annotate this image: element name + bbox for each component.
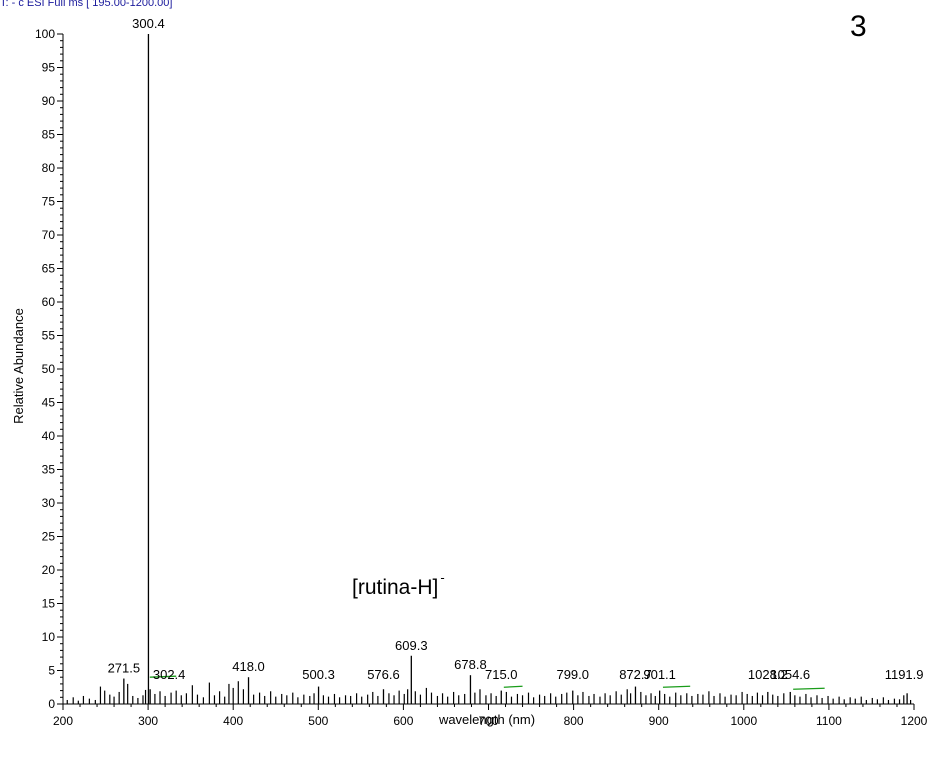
x-axis-label: wavelength (nm) — [438, 712, 535, 727]
peak-label: 418.0 — [232, 659, 265, 674]
y-tick-label: 100 — [35, 27, 55, 41]
y-tick-label: 75 — [42, 195, 56, 209]
y-tick-label: 40 — [42, 429, 56, 443]
y-tick-label: 10 — [42, 630, 56, 644]
x-tick-label: 700 — [478, 714, 498, 728]
peak-labels: 271.5 300.4 302.4 418.0 500.3 576.6 609.3 678.8… — [108, 16, 924, 682]
y-tick-label: 15 — [42, 597, 56, 611]
peak-label: 271.5 — [108, 661, 141, 676]
peak-label: 872.7 — [619, 667, 652, 682]
panel-number: 3 — [850, 10, 867, 43]
peak-label: 500.3 — [302, 667, 335, 682]
y-tick-label: 80 — [42, 161, 56, 175]
compound-label: [rutina-H] — [352, 576, 439, 599]
y-tick-label: 95 — [42, 61, 56, 75]
y-tick-label: 60 — [42, 295, 56, 309]
x-tick-label: 1100 — [816, 714, 842, 728]
y-tick-label: 85 — [42, 128, 56, 142]
x-tick-label: 600 — [393, 714, 413, 728]
peak-label: 576.6 — [367, 667, 400, 682]
y-tick-label: 50 — [42, 362, 56, 376]
y-tick-label: 20 — [42, 563, 56, 577]
y-tick-label: 35 — [42, 463, 56, 477]
y-tick-label: 45 — [42, 396, 56, 410]
x-tick-label: 500 — [308, 714, 328, 728]
baseline-marker — [503, 685, 523, 688]
x-tick-label: 900 — [649, 714, 669, 728]
baseline-markers — [149, 675, 825, 690]
x-tick-label: 1000 — [730, 714, 757, 728]
baseline-marker — [793, 687, 825, 690]
x-tick-label: 400 — [223, 714, 243, 728]
y-tick-label: 70 — [42, 228, 56, 242]
peak-label: 302.4 — [153, 667, 186, 682]
compound-charge: - — [440, 570, 445, 585]
peak-label: 1028.2 — [748, 667, 788, 682]
y-tick-label: 55 — [42, 329, 56, 343]
peak-label: 300.4 — [132, 16, 165, 31]
scan-filter-header: T: - c ESI Full ms [ 195.00-1200.00] — [0, 0, 173, 9]
compound-annotation: [rutina-H] - — [352, 570, 445, 600]
peak-label: 799.0 — [556, 667, 589, 682]
x-tick-label: 800 — [564, 714, 584, 728]
y-tick-label: 65 — [42, 262, 56, 276]
y-tick-label: 0 — [48, 697, 55, 711]
peak-label: 1054.6 — [770, 667, 810, 682]
chart-axes: 0 5 10 15 20 25 30 35 40 45 50 55 60 65 70 75 80 85 90 95 10… — [35, 27, 928, 728]
baseline-marker — [149, 675, 177, 678]
baseline-marker — [662, 685, 691, 688]
y-axis-label: Relative Abundance — [11, 308, 26, 424]
x-tick-label: 1200 — [901, 714, 928, 728]
peak-label: 1191.9 — [885, 667, 924, 682]
x-tick-label: 200 — [53, 714, 73, 728]
y-tick-label: 30 — [42, 496, 56, 510]
y-tick-label: 25 — [42, 530, 56, 544]
peak-label: 678.8 — [454, 657, 487, 672]
y-tick-label: 90 — [42, 94, 56, 108]
spectrum-peaks — [66, 34, 912, 704]
peak-label: 715.0 — [485, 667, 518, 682]
peak-label: 901.1 — [643, 667, 676, 682]
y-tick-label: 5 — [48, 664, 55, 678]
x-tick-label: 300 — [138, 714, 158, 728]
peak-label: 609.3 — [395, 638, 428, 653]
